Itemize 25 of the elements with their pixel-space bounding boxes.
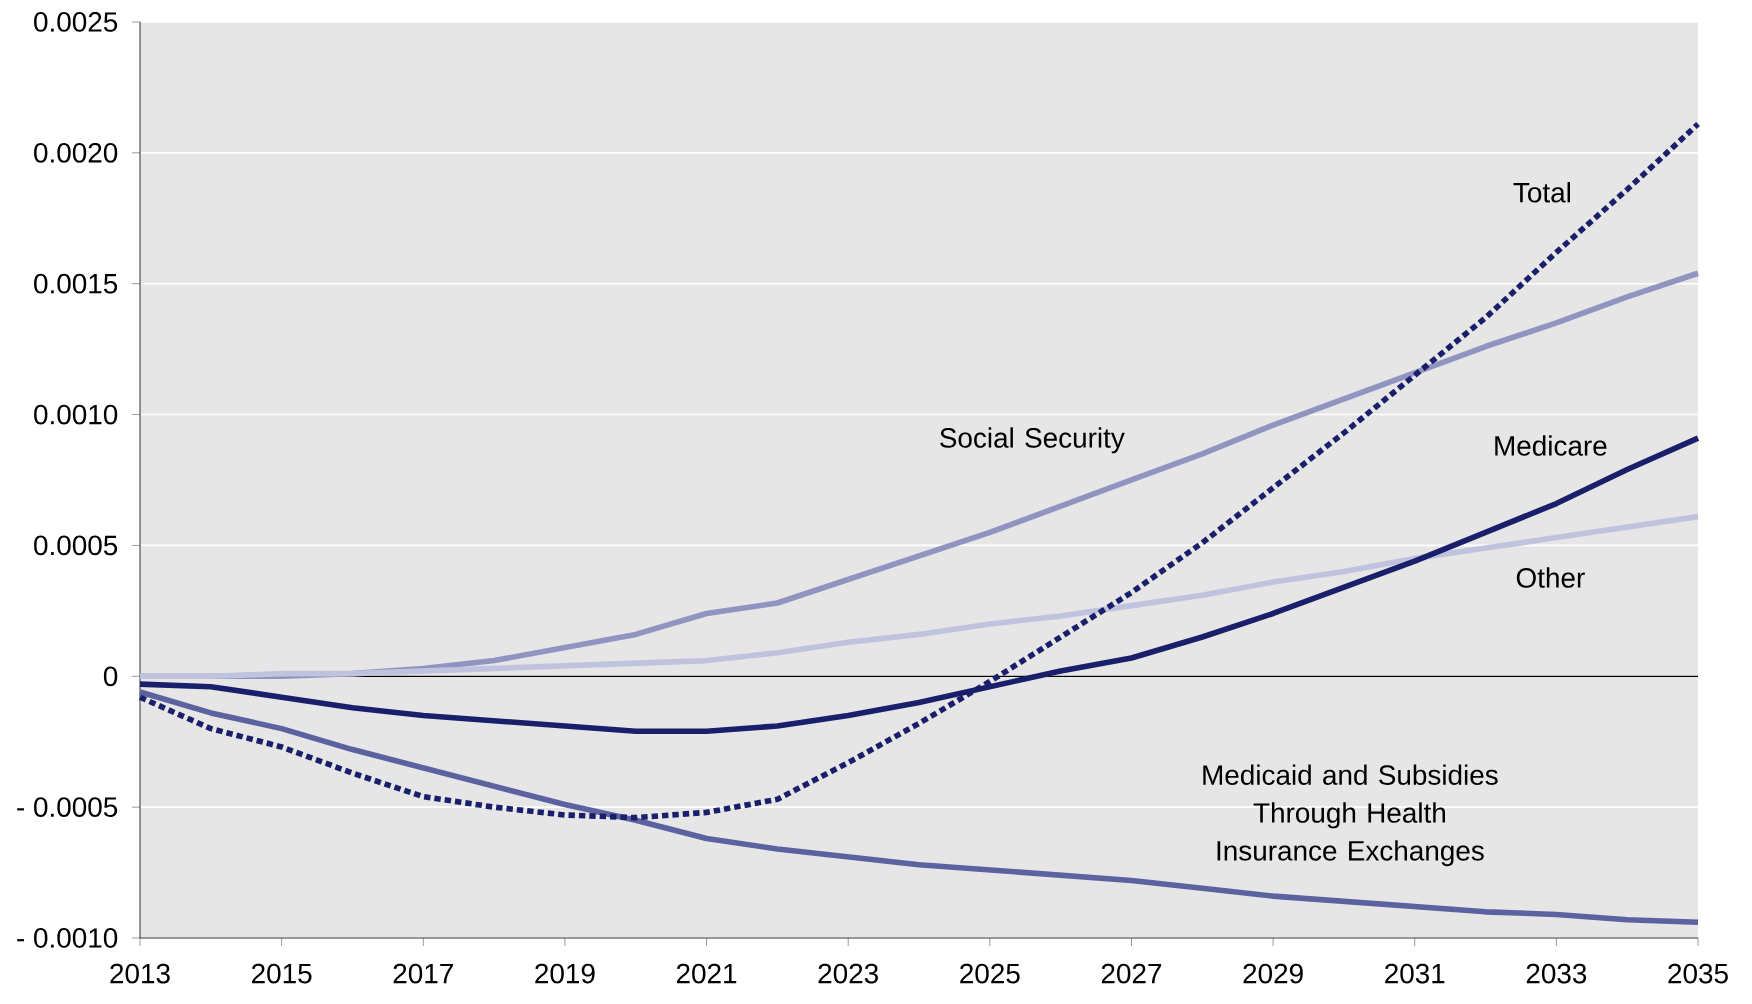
y-tick-label: 0.0010 [34, 404, 118, 425]
y-tick-label: 0 [103, 666, 118, 687]
x-tick-label: 2025 [960, 963, 1020, 984]
series-label: Other [1516, 567, 1585, 588]
series-label: Total [1513, 182, 1571, 203]
y-tick-label: - 0.0005 [17, 797, 118, 818]
y-tick-label: 0.0025 [34, 12, 118, 32]
x-tick-label: 2029 [1243, 963, 1303, 984]
y-tick-label: 0.0005 [34, 535, 118, 556]
series-label: Social Security [940, 427, 1125, 454]
x-tick-label: 2015 [252, 963, 312, 984]
x-tick-label: 2031 [1385, 963, 1445, 984]
x-tick-label: 2027 [1101, 963, 1162, 984]
x-tick-label: 2033 [1526, 963, 1587, 984]
x-tick-label: 2019 [535, 963, 595, 984]
y-tick-label: 0.0020 [34, 142, 118, 163]
y-tick-label: 0.0015 [34, 273, 118, 294]
x-tick-label: 2023 [818, 963, 878, 984]
x-tick-label: 2013 [110, 963, 170, 984]
x-tick-label: 2035 [1668, 963, 1728, 984]
x-tick-label: 2021 [676, 963, 737, 984]
y-tick-label: - 0.0010 [17, 928, 118, 948]
series-label: Medicaid and Subsidies Through Health Insurance Exchanges [1203, 764, 1498, 867]
series-label: Medicare [1495, 435, 1607, 456]
x-tick-label: 2017 [393, 963, 453, 984]
